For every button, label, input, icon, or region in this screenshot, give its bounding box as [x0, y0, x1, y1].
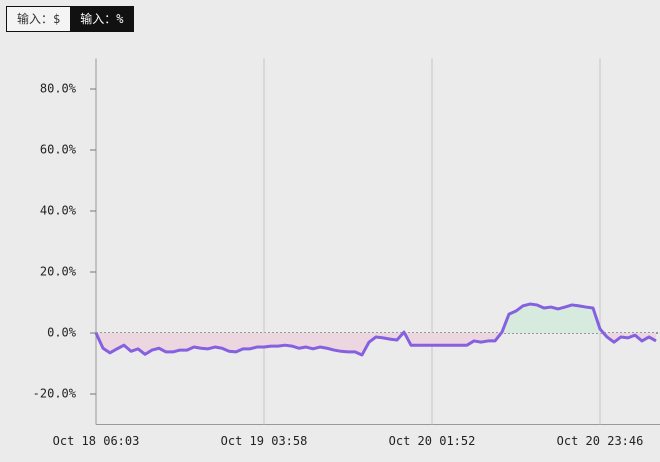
y-tick-label: 80.0% — [40, 82, 77, 96]
toggle-group: 输入：$ 输入：% — [6, 6, 135, 32]
y-tick-label: 20.0% — [40, 265, 77, 279]
toggle-percent[interactable]: 输入：% — [70, 7, 134, 31]
area-negative — [96, 333, 656, 355]
line — [94, 302, 657, 357]
y-tick-label: 0.0% — [47, 326, 77, 340]
y-tick-label: 40.0% — [40, 204, 77, 218]
x-tick-label: Oct 20 01:52 — [389, 434, 476, 448]
x-tick-label: Oct 20 23:46 — [557, 434, 644, 448]
toggle-dollar[interactable]: 输入：$ — [7, 7, 71, 31]
x-tick-label: Oct 18 06:03 — [53, 434, 140, 448]
y-tick-label: -20.0% — [33, 387, 77, 401]
x-tick-label: Oct 19 03:58 — [221, 434, 308, 448]
y-tick-label: 60.0% — [40, 143, 77, 157]
